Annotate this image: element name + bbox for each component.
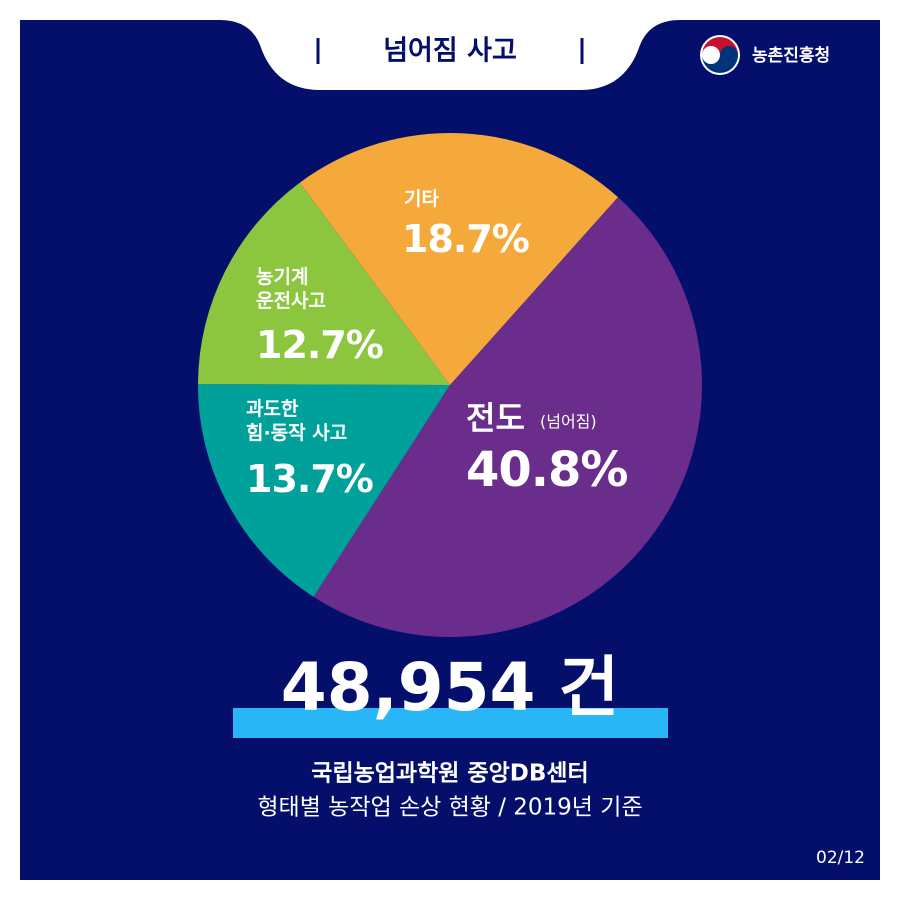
slice-label: 농기계 운전사고 bbox=[256, 266, 326, 312]
source-line: 형태별 농작업 손상 현황 / 2019년 기준 bbox=[257, 795, 642, 821]
header-title: 넘어짐 사고 bbox=[383, 36, 517, 67]
total: 48,954 건 bbox=[281, 649, 619, 726]
slice-label: 과도한 힘·동작 사고 bbox=[246, 398, 348, 444]
logo-emblem bbox=[700, 35, 740, 75]
value-label: 18.7% bbox=[402, 217, 530, 261]
page-number: 02/12 bbox=[816, 848, 865, 868]
pie-slice bbox=[313, 197, 703, 638]
pie-slice bbox=[198, 384, 450, 597]
slice-note: (넘어짐) bbox=[540, 412, 597, 431]
pie-slice bbox=[198, 182, 450, 385]
pie bbox=[198, 132, 703, 638]
pie-slice bbox=[299, 132, 618, 385]
logo-text: 농촌진흥청 bbox=[752, 45, 830, 66]
slice-label: 전도 bbox=[466, 399, 525, 437]
header-tab bbox=[20, 20, 880, 90]
source-line: 국립농업과학원 중앙DB센터 bbox=[311, 761, 588, 787]
value-label: 13.7% bbox=[246, 457, 374, 501]
highlight bbox=[233, 708, 668, 738]
value-label: 40.8% bbox=[466, 442, 629, 498]
value-label: 12.7% bbox=[256, 323, 384, 367]
slice-label: 기타 bbox=[404, 188, 439, 210]
